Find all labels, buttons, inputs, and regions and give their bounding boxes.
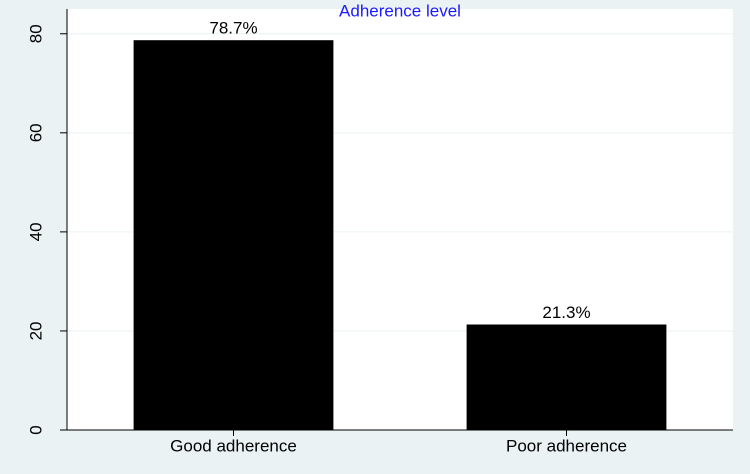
x-tick-label: Good adherence bbox=[170, 436, 297, 455]
y-tick-label: 60 bbox=[26, 123, 45, 142]
x-tick-label: Poor adherence bbox=[506, 436, 627, 455]
bar bbox=[133, 40, 334, 431]
y-tick-label: 20 bbox=[26, 321, 45, 340]
value-label: 78.7% bbox=[209, 19, 257, 38]
y-tick-label: 80 bbox=[26, 24, 45, 43]
y-tick-label: 0 bbox=[26, 425, 45, 434]
value-label: 21.3% bbox=[542, 303, 590, 322]
bar bbox=[466, 324, 667, 430]
chart-title: Adherence level bbox=[339, 1, 461, 20]
y-tick-label: 40 bbox=[26, 222, 45, 241]
